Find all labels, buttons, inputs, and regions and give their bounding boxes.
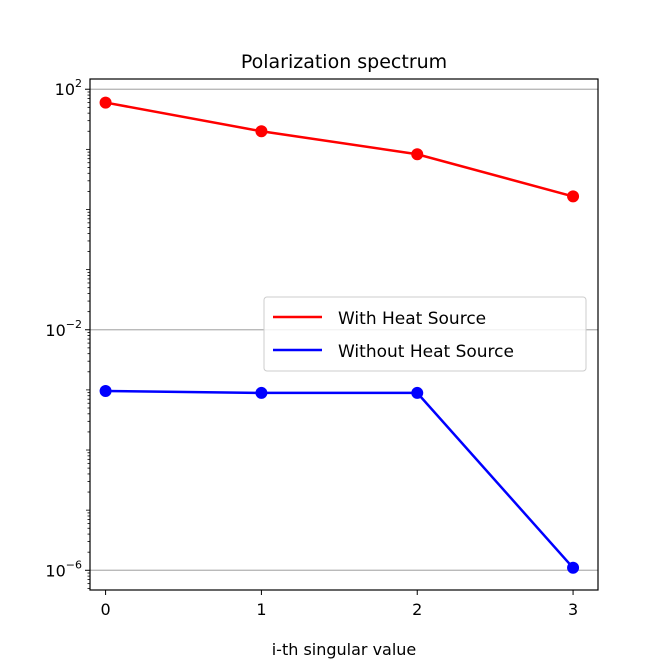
x-axis-label: i-th singular value xyxy=(272,640,417,659)
data-point xyxy=(255,125,268,138)
x-tick-label: 3 xyxy=(568,600,578,619)
plot-frame xyxy=(89,78,599,591)
series-line-with-heat-source xyxy=(105,101,574,198)
data-point xyxy=(411,386,424,399)
data-point xyxy=(99,384,112,397)
data-point xyxy=(567,561,580,574)
x-tick-label: 0 xyxy=(100,600,110,619)
chart-title: Polarization spectrum xyxy=(241,51,447,73)
data-point xyxy=(99,96,112,109)
y-tick-label: 102 xyxy=(55,77,82,99)
data-point xyxy=(567,190,580,203)
y-tick-label: 10−2 xyxy=(45,318,82,340)
series-line-without-heat-source xyxy=(105,389,575,569)
x-tick-label: 1 xyxy=(256,600,266,619)
x-tick-label: 2 xyxy=(412,600,422,619)
legend-label-with-heat-source: With Heat Source xyxy=(338,309,486,329)
legend: With Heat Source Without Heat Source xyxy=(263,296,587,372)
legend-label-without-heat-source: Without Heat Source xyxy=(338,342,514,362)
legend-frame xyxy=(263,296,587,372)
y-tick-label: 10−6 xyxy=(45,558,82,580)
data-point xyxy=(255,386,268,399)
data-point xyxy=(411,148,424,161)
